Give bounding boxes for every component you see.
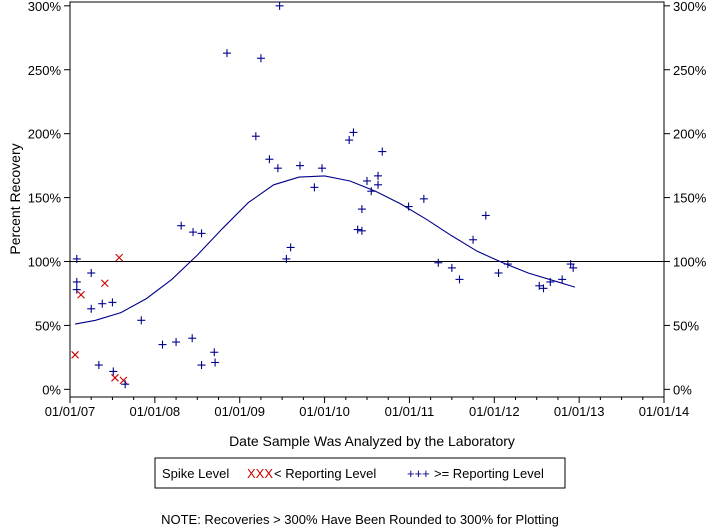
legend-label-below-reporting: < Reporting Level xyxy=(274,466,376,481)
point-at-or-above-reporting xyxy=(363,176,371,185)
y-tick-label-right: 0% xyxy=(673,382,692,397)
point-at-or-above-reporting xyxy=(535,281,544,290)
point-at-or-above-reporting xyxy=(137,316,146,325)
point-at-or-above-reporting xyxy=(455,275,464,284)
x-tick-label: 01/01/11 xyxy=(385,404,435,419)
point-at-or-above-reporting xyxy=(72,285,81,294)
x-axis-title: Date Sample Was Analyzed by the Laborato… xyxy=(229,433,515,449)
trend-line xyxy=(74,175,576,325)
point-at-or-above-reporting xyxy=(295,161,304,170)
chart-note: NOTE: Recoveries > 300% Have Been Rounde… xyxy=(161,512,559,527)
trend-line-layer xyxy=(74,175,576,325)
point-at-or-above-reporting xyxy=(121,380,130,389)
data-points-layer xyxy=(71,1,578,389)
point-at-or-above-reporting xyxy=(558,275,567,284)
point-at-or-above-reporting xyxy=(546,277,555,286)
point-at-or-above-reporting xyxy=(172,338,181,347)
point-at-or-above-reporting xyxy=(94,361,103,370)
point-at-or-above-reporting xyxy=(539,284,548,293)
y-tick-label-left: 0% xyxy=(42,382,61,397)
point-at-or-above-reporting xyxy=(210,348,219,357)
x-tick-label: 01/01/13 xyxy=(554,404,605,419)
y-tick-label-left: 200% xyxy=(28,127,62,142)
point-at-or-above-reporting xyxy=(197,361,206,370)
point-below-reporting xyxy=(77,290,85,299)
point-at-or-above-reporting xyxy=(286,243,295,252)
legend-box xyxy=(154,457,566,489)
legend-marker-x: XXX xyxy=(247,466,273,481)
point-at-or-above-reporting xyxy=(374,180,383,189)
point-at-or-above-reporting xyxy=(357,205,366,214)
point-below-reporting xyxy=(71,350,79,359)
y-tick-label-left: 300% xyxy=(28,0,62,14)
point-below-reporting xyxy=(100,279,109,288)
point-at-or-above-reporting xyxy=(189,228,198,237)
point-at-or-above-reporting xyxy=(469,235,478,244)
plot-frame xyxy=(69,1,665,398)
point-at-or-above-reporting xyxy=(447,263,456,272)
point-below-reporting xyxy=(115,253,124,262)
point-at-or-above-reporting xyxy=(374,171,383,180)
point-at-or-above-reporting xyxy=(177,221,186,230)
legend: Spike Level XXX < Reporting Level +++ >=… xyxy=(154,457,566,489)
point-at-or-above-reporting xyxy=(569,263,578,272)
point-at-or-above-reporting xyxy=(256,54,265,63)
point-at-or-above-reporting xyxy=(98,299,107,308)
legend-label-at-or-above-reporting: >= Reporting Level xyxy=(434,466,544,481)
point-at-or-above-reporting xyxy=(503,260,512,269)
point-at-or-above-reporting xyxy=(211,358,220,367)
y-tick-label-left: 50% xyxy=(35,318,61,333)
point-below-reporting xyxy=(111,373,119,382)
point-at-or-above-reporting xyxy=(188,334,197,343)
axes-layer: 0% 0% 50% 50% 100% 100% 150% 150% 200% 200% 250% 25… xyxy=(28,0,707,419)
point-at-or-above-reporting xyxy=(419,194,428,203)
point-at-or-above-reporting xyxy=(158,340,167,349)
point-at-or-above-reporting xyxy=(310,183,319,192)
point-at-or-above-reporting xyxy=(378,147,387,156)
point-at-or-above-reporting xyxy=(251,132,260,141)
x-tick-label: 01/01/10 xyxy=(299,404,350,419)
point-at-or-above-reporting xyxy=(349,128,358,137)
x-tick-label: 01/01/07 xyxy=(45,404,96,419)
y-tick-label-right: 300% xyxy=(673,0,707,14)
x-tick-label: 01/01/09 xyxy=(214,404,265,419)
point-at-or-above-reporting xyxy=(87,269,96,278)
x-tick-label: 01/01/14 xyxy=(639,404,690,419)
legend-title: Spike Level xyxy=(162,466,229,481)
y-tick-label-right: 150% xyxy=(673,191,707,206)
point-at-or-above-reporting xyxy=(494,269,503,278)
point-at-or-above-reporting xyxy=(353,225,362,234)
y-tick-label-left: 100% xyxy=(28,254,62,269)
point-at-or-above-reporting xyxy=(273,164,282,173)
point-at-or-above-reporting xyxy=(109,367,118,376)
point-at-or-above-reporting xyxy=(318,164,327,173)
y-tick-label-left: 250% xyxy=(28,63,62,78)
point-at-or-above-reporting xyxy=(481,211,490,220)
y-tick-label-right: 200% xyxy=(673,127,707,142)
x-tick-label: 01/01/08 xyxy=(130,404,181,419)
point-at-or-above-reporting xyxy=(72,254,81,263)
point-below-reporting xyxy=(119,376,128,385)
point-at-or-above-reporting xyxy=(222,49,231,58)
point-at-or-above-reporting xyxy=(404,202,413,211)
point-at-or-above-reporting xyxy=(265,155,274,164)
point-at-or-above-reporting xyxy=(72,277,81,286)
point-at-or-above-reporting xyxy=(282,254,291,263)
point-at-or-above-reporting xyxy=(434,258,443,267)
y-tick-label-left: 150% xyxy=(28,191,62,206)
point-at-or-above-reporting xyxy=(345,136,354,145)
point-at-or-above-reporting xyxy=(367,187,376,196)
point-at-or-above-reporting xyxy=(108,298,117,307)
y-tick-label-right: 50% xyxy=(673,318,699,333)
y-tick-label-right: 250% xyxy=(673,63,707,78)
legend-marker-plus: +++ xyxy=(407,466,430,481)
x-tick-label: 01/01/12 xyxy=(469,404,520,419)
point-at-or-above-reporting xyxy=(275,1,284,10)
point-at-or-above-reporting xyxy=(357,226,366,235)
point-at-or-above-reporting xyxy=(87,304,96,313)
y-tick-label-right: 100% xyxy=(673,254,707,269)
point-at-or-above-reporting xyxy=(197,229,206,238)
y-axis-title: Percent Recovery xyxy=(7,143,23,254)
